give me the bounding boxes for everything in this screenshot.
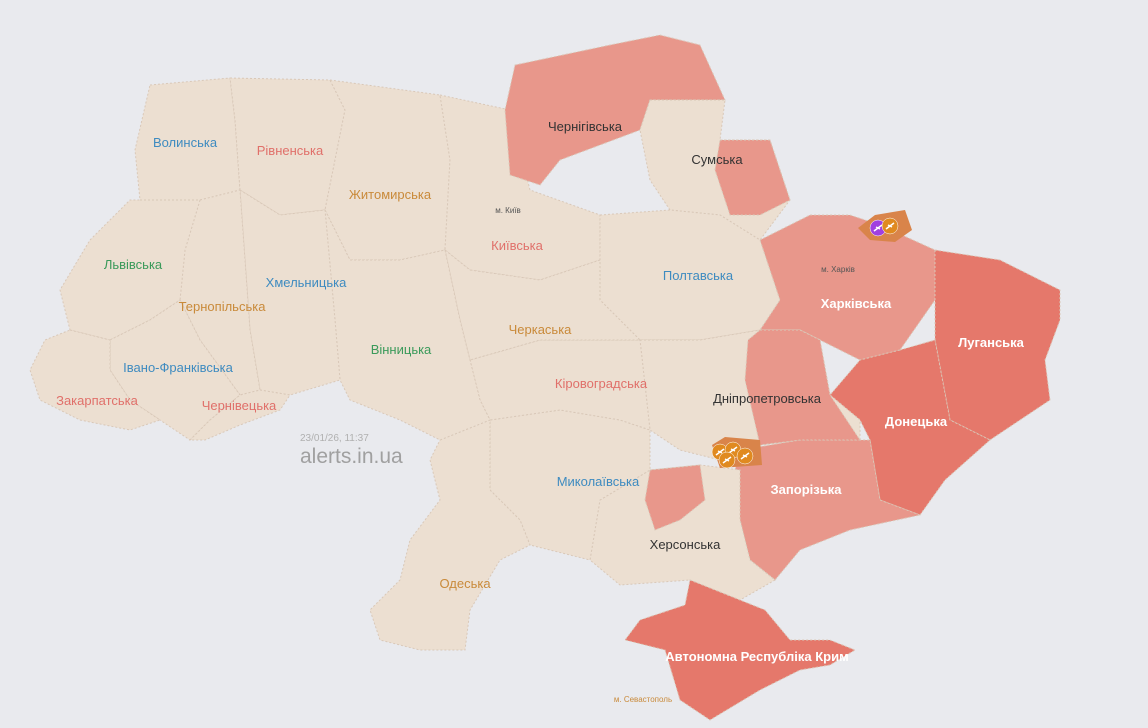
- city-kyiv: м. Київ: [495, 206, 521, 215]
- region-label-mykolaiv: Миколаївська: [557, 474, 640, 489]
- ballistic-icon-glyph: [873, 224, 883, 232]
- region-label-zaporizhzhia: Запорізька: [771, 482, 843, 497]
- region-label-poltava: Полтавська: [663, 268, 734, 283]
- region-label-odesa: Одеська: [439, 576, 491, 591]
- alert-zone-dnipro[interactable]: [744, 329, 861, 446]
- drone-icon-glyph: [728, 446, 738, 454]
- region-label-kherson: Херсонська: [650, 537, 721, 552]
- region-zakarpattia[interactable]: [29, 329, 162, 431]
- region-label-dnipro: Дніпропетровська: [713, 391, 822, 406]
- drone-icon-glyph: [715, 448, 725, 456]
- region-chernivtsi[interactable]: [188, 389, 291, 441]
- region-donetsk[interactable]: [829, 339, 991, 516]
- city-kharkiv: м. Харків: [821, 265, 855, 274]
- region-label-lviv: Львівська: [104, 257, 163, 272]
- region-crimea[interactable]: [624, 579, 857, 721]
- region-label-rivne: Рівненська: [257, 143, 324, 158]
- region-label-crimea: Автономна Республіка Крим: [665, 649, 848, 664]
- drone-icon-glyph: [885, 222, 895, 230]
- region-label-vinnytsia: Вінницька: [371, 342, 432, 357]
- region-lviv[interactable]: [59, 199, 201, 341]
- region-label-zhytomyr: Житомирська: [349, 187, 432, 202]
- region-cherkasy[interactable]: [444, 248, 642, 361]
- drone-icon-glyph: [740, 452, 750, 460]
- region-odesa[interactable]: [369, 419, 531, 651]
- brand-watermark: alerts.in.ua: [300, 445, 403, 468]
- region-label-khmelnytskyi: Хмельницька: [266, 275, 347, 290]
- region-label-chernivtsi: Чернівецька: [202, 398, 277, 413]
- region-zhytomyr[interactable]: [324, 79, 451, 261]
- region-label-kharkiv: Харківська: [821, 296, 892, 311]
- region-label-kyivska: Київська: [491, 238, 543, 253]
- region-label-ternopil: Тернопільська: [179, 299, 267, 314]
- region-label-chernihiv: Чернігівська: [548, 119, 623, 134]
- region-kharkiv[interactable]: [759, 214, 936, 361]
- region-label-ivano: Івано-Франківська: [123, 360, 233, 375]
- alert-zone-kherson[interactable]: [644, 464, 706, 531]
- alert-zone-sumy[interactable]: [714, 139, 791, 216]
- region-label-luhansk: Луганська: [958, 335, 1025, 350]
- region-label-zakarpattia: Закарпатська: [56, 393, 139, 408]
- region-label-kirovohrad: Кіровоградська: [555, 376, 648, 391]
- timestamp: 23/01/26, 11:37: [300, 433, 369, 444]
- region-luhansk[interactable]: [934, 249, 1061, 441]
- region-label-volyn: Волинська: [153, 135, 218, 150]
- region-vinnytsia[interactable]: [324, 209, 491, 441]
- region-label-sumy: Сумська: [691, 152, 743, 167]
- region-label-donetsk: Донецька: [885, 414, 948, 429]
- region-label-cherkasy: Черкаська: [509, 322, 573, 337]
- drone-icon-glyph: [722, 456, 732, 464]
- city-sevastopol: м. Севастополь: [614, 695, 672, 704]
